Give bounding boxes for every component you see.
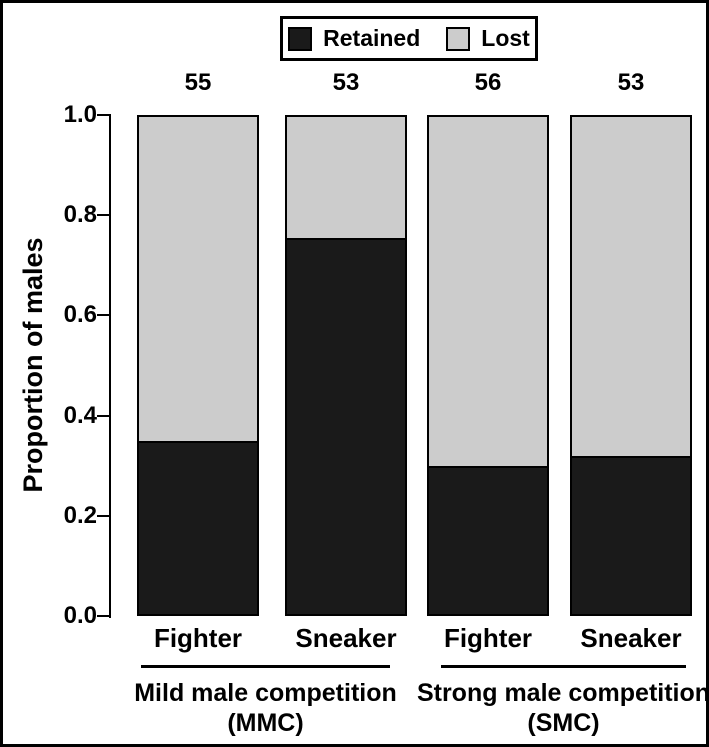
y-axis-tick — [97, 314, 109, 317]
legend-lost-swatch-icon — [446, 26, 471, 51]
bar-segment-retained — [285, 238, 407, 616]
group-underline — [141, 665, 390, 668]
y-axis-title: Proportion of males — [18, 237, 48, 493]
legend-label-lost: Lost — [481, 25, 530, 51]
bar-segment-lost — [137, 115, 259, 443]
x-axis-category-label: Sneaker — [295, 623, 397, 653]
group-label: Mild male competition — [134, 679, 397, 707]
group-abbrev-label: (SMC) — [527, 709, 600, 737]
bar-count-label: 56 — [474, 69, 502, 96]
group-abbrev-label: (MMC) — [227, 709, 304, 737]
group-label: Strong male competition — [416, 679, 709, 707]
y-axis-tick-label: 0.8 — [63, 201, 97, 229]
legend-retained-swatch-icon — [288, 26, 313, 51]
x-axis-category-label: Fighter — [443, 623, 533, 653]
y-axis-tick-label: 0.4 — [63, 401, 97, 429]
x-axis-category-label: Sneaker — [580, 623, 682, 653]
bar-segment-lost — [570, 115, 692, 458]
x-axis-category-label: Fighter — [153, 623, 243, 653]
y-axis-tick-label: 0.2 — [63, 501, 97, 529]
y-axis-tick-label: 1.0 — [63, 101, 97, 128]
y-axis-tick — [97, 615, 109, 617]
bar-count-label: 55 — [184, 69, 212, 96]
group-underline — [441, 665, 686, 668]
y-axis-tick-label: 0.0 — [63, 602, 97, 629]
bar-segment-retained — [570, 456, 692, 616]
y-axis-tick-label: 0.6 — [63, 301, 97, 329]
bar-segment-retained — [137, 441, 259, 616]
bar-segment-lost — [285, 115, 407, 240]
bar-segment-retained — [427, 466, 549, 616]
legend-label-retained: Retained — [323, 25, 421, 51]
y-axis-tick — [97, 514, 109, 517]
bar-segment-lost — [427, 115, 549, 468]
y-axis-tick — [97, 214, 109, 217]
y-axis-line — [109, 114, 111, 618]
y-axis-tick — [97, 414, 109, 417]
bar-count-label: 53 — [617, 69, 645, 96]
y-axis-tick — [97, 114, 109, 116]
legend-box: Retained Lost — [280, 16, 538, 61]
bar-count-label: 53 — [332, 69, 360, 96]
